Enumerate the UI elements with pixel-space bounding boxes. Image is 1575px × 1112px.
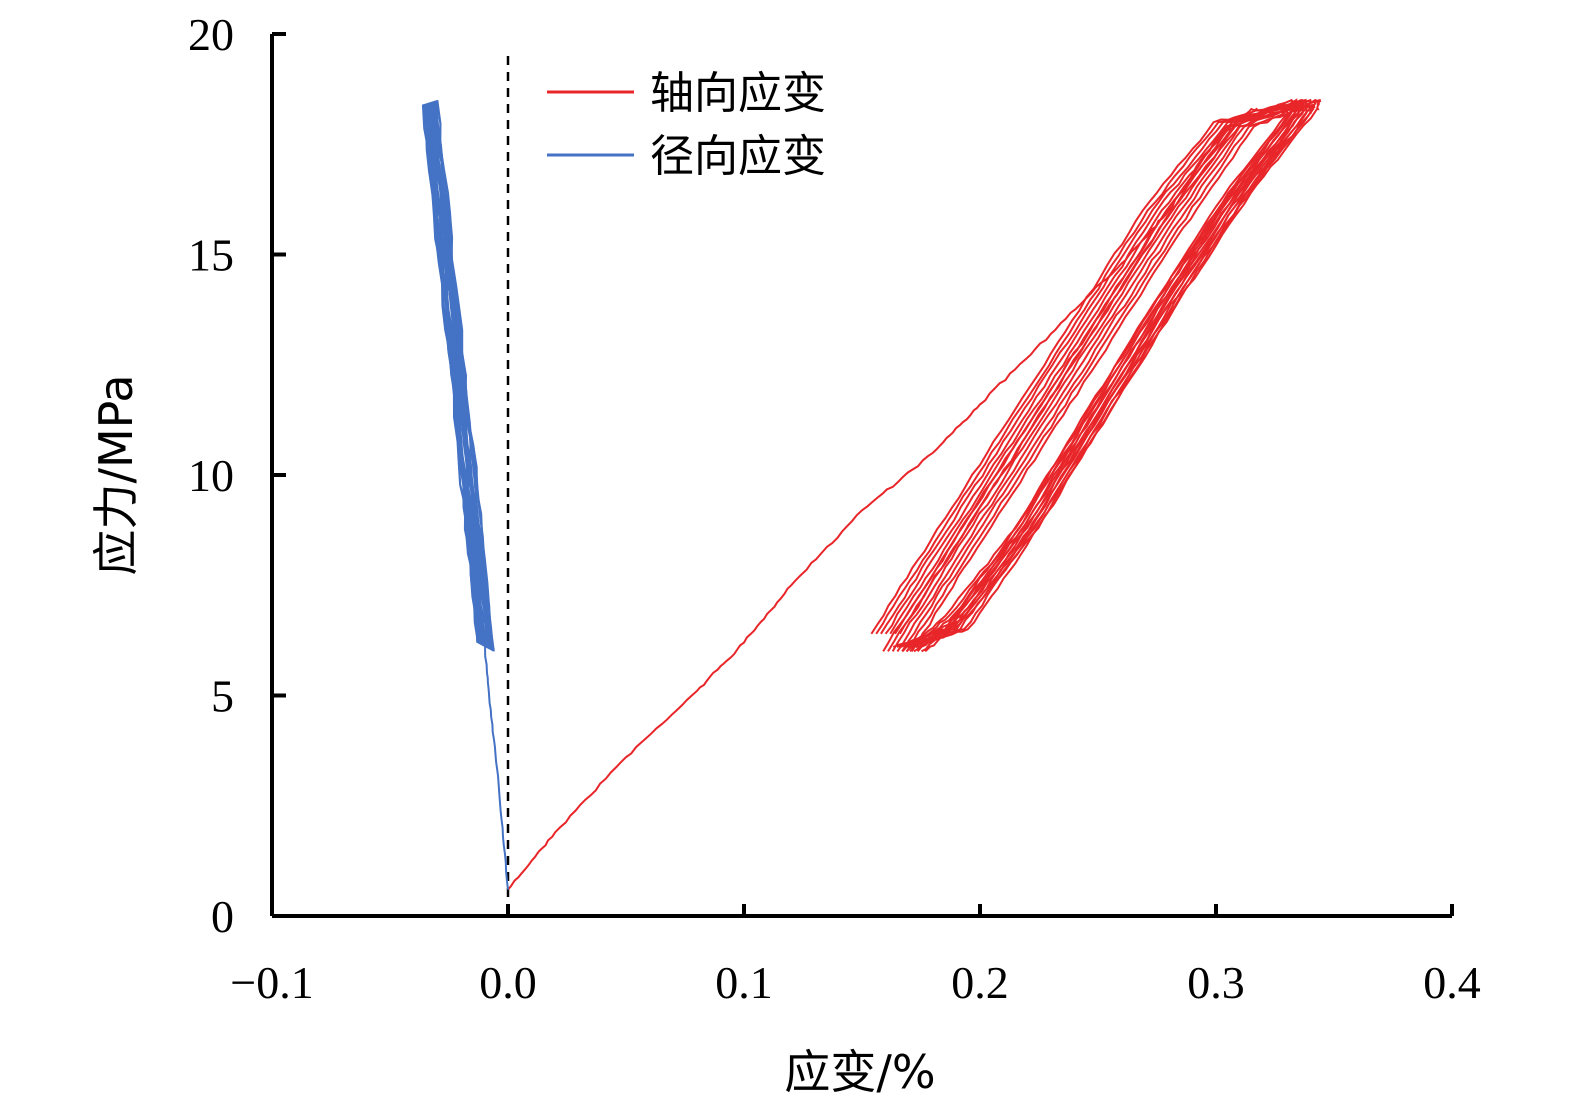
y-tick-label: 10 — [188, 450, 234, 501]
axes: −0.1 0.0 0.1 0.2 0.3 0.4 0 5 10 15 20 — [188, 9, 1481, 1008]
y-tick-label: 20 — [188, 9, 234, 60]
axial-unload-reload-cycle — [898, 103, 1315, 648]
axial-unload-reload-cycle — [884, 103, 1301, 648]
legend-label: 径向应变 — [650, 131, 826, 182]
y-tick-label: 0 — [211, 891, 234, 942]
x-tick-label: 0.2 — [951, 957, 1009, 1008]
legend-label: 轴向应变 — [650, 68, 826, 119]
y-tick-label: 15 — [188, 230, 234, 281]
y-tick-label: 5 — [211, 671, 234, 722]
x-tick-label: 0.1 — [715, 957, 773, 1008]
x-tick-label: 0.4 — [1423, 957, 1481, 1008]
axial-unload-reload-cycle — [880, 103, 1297, 648]
x-axis-title: 应变/% — [784, 1045, 935, 1099]
radial-loading-curve — [483, 642, 509, 890]
plot-area — [421, 56, 1322, 916]
radial-cycle-band — [428, 102, 486, 647]
radial-cycle-band — [434, 100, 494, 651]
radial-cycle-band — [436, 99, 495, 652]
x-tick-label: −0.1 — [230, 957, 313, 1008]
x-tick-label: 0.3 — [1187, 957, 1245, 1008]
radial-cycle-band — [424, 103, 482, 645]
x-tick-label: 0.0 — [479, 957, 537, 1008]
y-axis-title: 应力/MPa — [89, 374, 143, 575]
